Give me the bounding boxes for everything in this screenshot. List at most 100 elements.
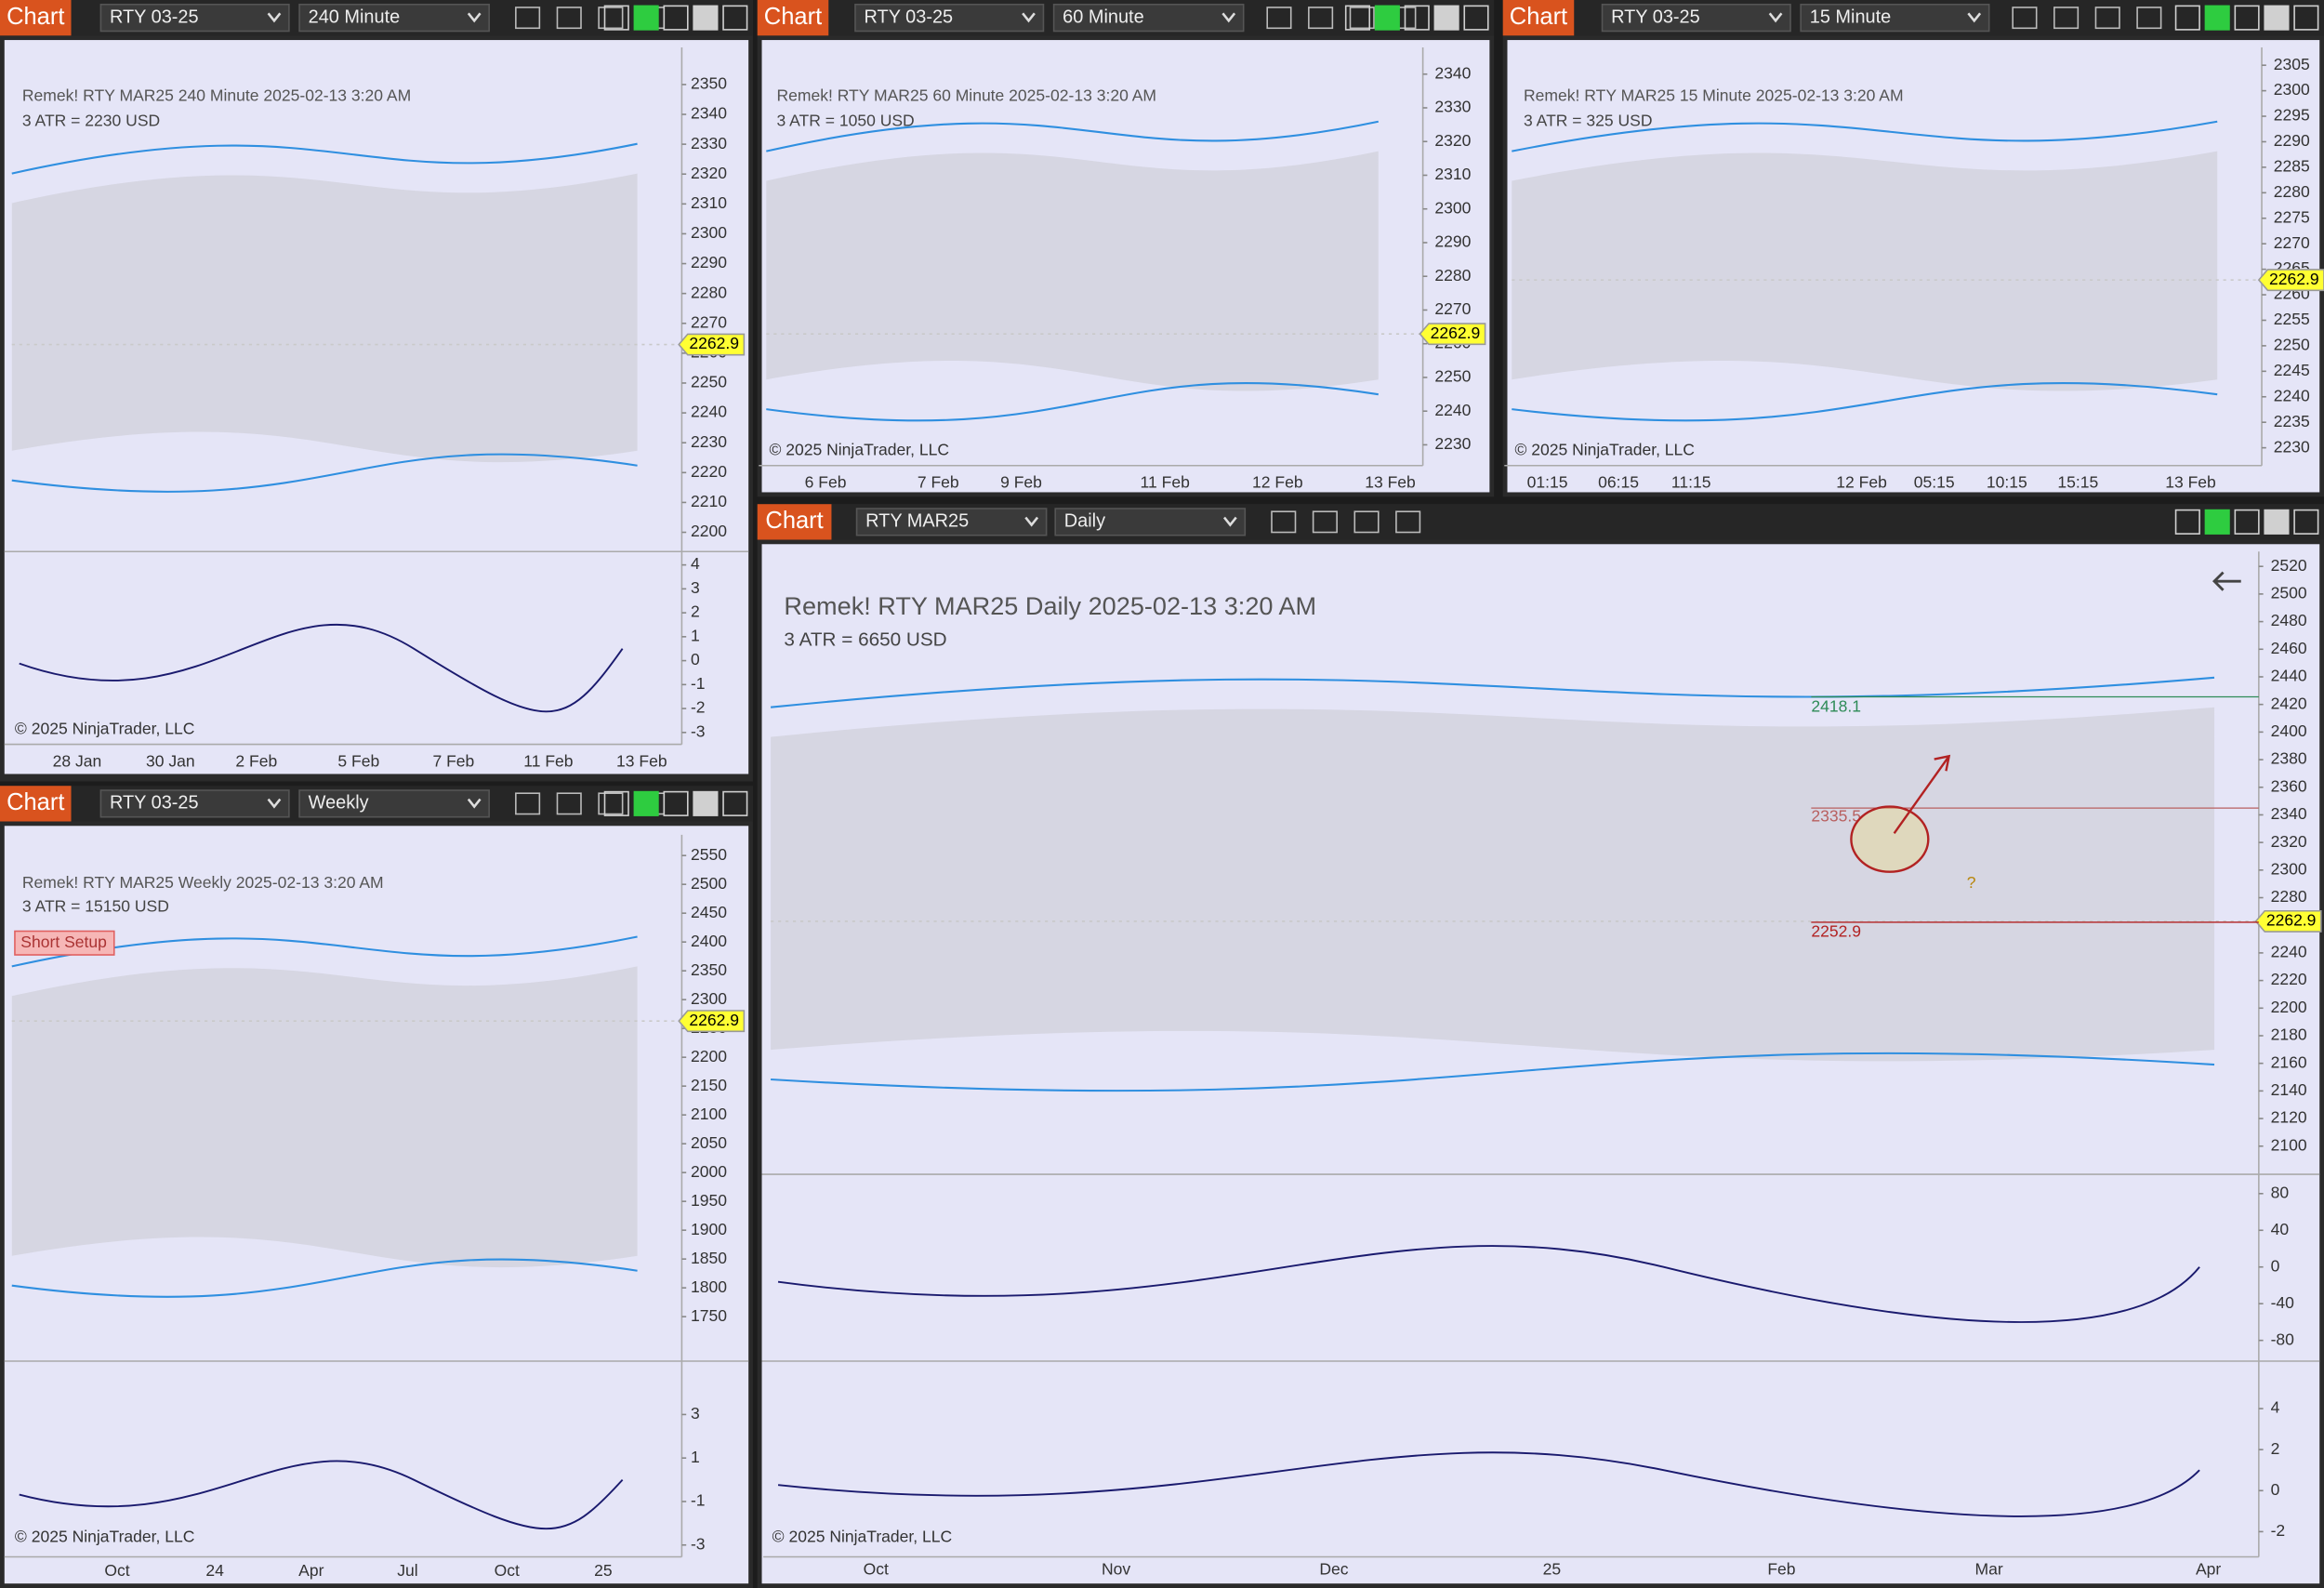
chart-tab[interactable]: [1502, 0, 1575, 36]
chart-tab[interactable]: [757, 0, 829, 36]
interval-dropdown[interactable]: [1052, 3, 1245, 33]
price-tick-label: 2340: [2271, 804, 2307, 823]
chart-tab-label[interactable]: Chart: [1510, 4, 1567, 30]
price-tick-label: 2320: [1434, 131, 1471, 150]
interval-label[interactable]: Weekly: [309, 793, 369, 814]
toolbar-icon[interactable]: [1353, 510, 1380, 534]
toolbar-icon[interactable]: [1312, 510, 1338, 534]
window-button[interactable]: [603, 790, 629, 816]
chart-tab-label[interactable]: Chart: [7, 789, 64, 815]
interval-label[interactable]: 240 Minute: [309, 7, 401, 27]
window-button[interactable]: [2204, 509, 2230, 535]
time-axis-label: 25: [1543, 1560, 1562, 1579]
chart-tab-label[interactable]: Chart: [764, 4, 822, 30]
toolbar-icon[interactable]: [1395, 510, 1421, 534]
window-button[interactable]: [722, 5, 748, 31]
toolbar-icon[interactable]: [2012, 7, 2038, 30]
window-button[interactable]: [2264, 509, 2290, 535]
indicator-tick-label: 2: [691, 602, 700, 621]
window-button[interactable]: [663, 790, 689, 816]
toolbar-icon[interactable]: [515, 7, 541, 30]
window-button[interactable]: [1344, 5, 1371, 31]
instrument-dropdown[interactable]: [99, 3, 290, 33]
indicator-tick-label: -1: [691, 1491, 706, 1510]
window-button[interactable]: [663, 5, 689, 31]
interval-label[interactable]: Daily: [1064, 511, 1105, 532]
time-axis-label: Feb: [1767, 1560, 1795, 1579]
time-axis-label: 05:15: [1914, 473, 1955, 492]
instrument-label[interactable]: RTY 03-25: [865, 7, 954, 27]
price-tick-label: 2200: [691, 1047, 727, 1065]
toolbar-icon[interactable]: [598, 792, 624, 815]
window-button[interactable]: [2204, 5, 2230, 31]
window-button[interactable]: [1433, 5, 1459, 31]
toolbar-icon[interactable]: [2053, 7, 2080, 30]
instrument-label[interactable]: RTY 03-25: [1611, 7, 1700, 27]
toolbar-icon[interactable]: [1266, 7, 1292, 30]
price-tick-label: 2285: [2274, 157, 2310, 176]
toolbar-icon[interactable]: [2136, 7, 2162, 30]
toolbar-icon[interactable]: [1308, 7, 1334, 30]
interval-dropdown[interactable]: [1054, 508, 1247, 536]
time-axis-label: 28 Jan: [53, 751, 102, 770]
back-arrow[interactable]: [2212, 571, 2241, 591]
toolbar-icon[interactable]: [556, 792, 582, 815]
window-button[interactable]: [2234, 509, 2260, 535]
toolbar-icon[interactable]: [598, 7, 624, 30]
instrument-dropdown[interactable]: [854, 3, 1045, 33]
chart-tab[interactable]: [0, 0, 72, 36]
time-axis-label: Oct: [104, 1561, 129, 1580]
price-tick-label: 2460: [2271, 639, 2307, 657]
interval-dropdown[interactable]: [1800, 3, 1990, 33]
chart-tab[interactable]: [757, 504, 832, 540]
window-button[interactable]: [693, 790, 719, 816]
chart-tab-label[interactable]: Chart: [765, 508, 823, 534]
window-button[interactable]: [1404, 5, 1430, 31]
window-button[interactable]: [2293, 5, 2319, 31]
window-button[interactable]: [1463, 5, 1489, 31]
price-tick-label: 1950: [691, 1191, 727, 1210]
interval-dropdown[interactable]: [298, 789, 490, 818]
indicator-tick-label: -40: [2271, 1293, 2295, 1312]
time-axis-label: 6 Feb: [805, 473, 847, 492]
window-button[interactable]: [2264, 5, 2290, 31]
window-button[interactable]: [722, 790, 748, 816]
window-button[interactable]: [1374, 5, 1400, 31]
window-button[interactable]: [603, 5, 629, 31]
time-axis-label: 11:15: [1671, 473, 1711, 492]
window-button[interactable]: [693, 5, 719, 31]
window-button[interactable]: [2174, 5, 2200, 31]
interval-dropdown[interactable]: [298, 3, 490, 33]
interval-label[interactable]: 15 Minute: [1810, 7, 1891, 27]
interval-label[interactable]: 60 Minute: [1063, 7, 1143, 27]
window-button[interactable]: [2293, 509, 2319, 535]
toolbar-icon[interactable]: [515, 792, 541, 815]
dropdown-arrow: [1022, 12, 1036, 23]
instrument-dropdown[interactable]: [855, 508, 1048, 536]
time-axis-label: Nov: [1102, 1560, 1130, 1579]
instrument-label[interactable]: RTY 03-25: [110, 7, 199, 27]
toolbar-icon[interactable]: [1271, 510, 1297, 534]
window-button[interactable]: [633, 5, 659, 31]
window-button[interactable]: [2174, 509, 2200, 535]
chart-title: Remek! RTY MAR25 60 Minute 2025-02-13 3:…: [776, 86, 1156, 104]
level-label: 2252.9: [1811, 922, 1861, 941]
indicator-tick-label: 0: [2271, 1256, 2280, 1275]
toolbar-icon[interactable]: [1349, 7, 1375, 30]
chart-tab[interactable]: [0, 786, 72, 822]
instrument-dropdown[interactable]: [99, 789, 290, 818]
window-button[interactable]: [2234, 5, 2260, 31]
instrument-label[interactable]: RTY MAR25: [865, 511, 969, 532]
toolbar-icon[interactable]: [556, 7, 582, 30]
window-button[interactable]: [633, 790, 659, 816]
price-tick-label: 2100: [691, 1105, 727, 1123]
copyright: © 2025 NinjaTrader, LLC: [15, 1527, 195, 1545]
instrument-dropdown[interactable]: [1601, 3, 1791, 33]
price-marker: [678, 333, 746, 356]
chart-tab-label[interactable]: Chart: [7, 4, 64, 30]
price-tick-label: 2100: [2271, 1135, 2307, 1154]
instrument-label[interactable]: RTY 03-25: [110, 793, 199, 814]
dropdown-arrow: [1967, 12, 1982, 23]
toolbar-icon[interactable]: [2094, 7, 2120, 30]
time-axis-label: 2 Feb: [235, 751, 277, 770]
